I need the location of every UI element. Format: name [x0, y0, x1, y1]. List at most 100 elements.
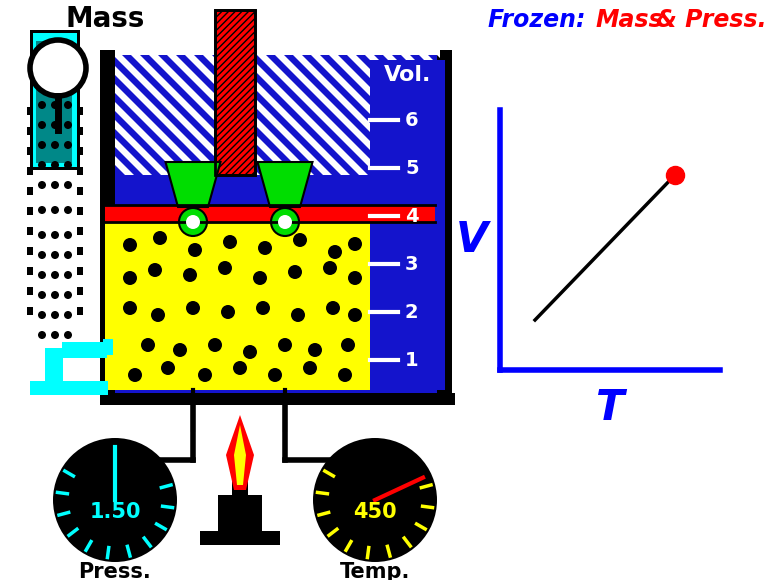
Bar	[27, 107, 33, 115]
Bar	[27, 307, 33, 315]
Text: Press.: Press.	[78, 562, 151, 580]
Polygon shape	[122, 10, 296, 175]
Text: 1: 1	[405, 350, 419, 369]
Circle shape	[186, 215, 200, 229]
Bar	[440, 50, 452, 400]
Polygon shape	[500, 10, 674, 175]
Text: T: T	[596, 387, 624, 429]
Circle shape	[278, 338, 292, 352]
Bar	[215, 10, 255, 175]
Circle shape	[38, 141, 46, 149]
Polygon shape	[536, 10, 710, 175]
Circle shape	[51, 271, 59, 279]
Circle shape	[128, 368, 142, 382]
Polygon shape	[0, 10, 170, 175]
Circle shape	[30, 40, 86, 96]
Bar	[77, 227, 83, 235]
Bar	[77, 127, 83, 135]
Circle shape	[326, 301, 340, 315]
Circle shape	[348, 271, 362, 285]
Circle shape	[223, 235, 237, 249]
Polygon shape	[50, 10, 224, 175]
Bar	[77, 207, 83, 215]
Text: V: V	[456, 219, 488, 261]
Circle shape	[161, 361, 175, 375]
Polygon shape	[410, 10, 584, 175]
Circle shape	[341, 338, 355, 352]
Circle shape	[64, 251, 72, 259]
Bar	[105, 55, 440, 400]
Circle shape	[38, 121, 46, 129]
Circle shape	[57, 442, 173, 558]
Circle shape	[64, 121, 72, 129]
Polygon shape	[176, 10, 350, 175]
Polygon shape	[194, 10, 368, 175]
Circle shape	[53, 438, 177, 562]
Circle shape	[64, 291, 72, 299]
Bar	[30, 30, 80, 170]
Circle shape	[64, 231, 72, 239]
Circle shape	[221, 305, 235, 319]
Polygon shape	[338, 10, 512, 175]
Bar	[77, 287, 83, 295]
Circle shape	[38, 291, 46, 299]
Bar	[77, 167, 83, 175]
Polygon shape	[428, 10, 602, 175]
Text: 2: 2	[405, 303, 419, 321]
Circle shape	[64, 181, 72, 189]
Circle shape	[38, 101, 46, 109]
Circle shape	[271, 208, 299, 236]
Bar	[33, 33, 77, 167]
Text: Mass: Mass	[65, 5, 144, 33]
Circle shape	[173, 343, 187, 357]
Text: & Press.: & Press.	[648, 8, 766, 32]
Circle shape	[51, 311, 59, 319]
Circle shape	[38, 311, 46, 319]
Bar	[77, 247, 83, 255]
Polygon shape	[266, 10, 440, 175]
Circle shape	[141, 338, 155, 352]
Circle shape	[317, 442, 433, 558]
Text: Frozen:: Frozen:	[488, 8, 594, 32]
Bar	[27, 167, 33, 175]
Polygon shape	[0, 10, 152, 175]
Circle shape	[64, 101, 72, 109]
Circle shape	[288, 265, 302, 279]
Circle shape	[51, 121, 59, 129]
Bar	[27, 227, 33, 235]
Circle shape	[348, 237, 362, 251]
Circle shape	[208, 338, 222, 352]
Bar	[45, 348, 63, 360]
Polygon shape	[140, 10, 314, 175]
Polygon shape	[392, 10, 566, 175]
Circle shape	[256, 301, 270, 315]
Bar	[77, 187, 83, 195]
Text: 6: 6	[405, 111, 419, 129]
Polygon shape	[284, 10, 458, 175]
Circle shape	[64, 141, 72, 149]
Circle shape	[51, 331, 59, 339]
Polygon shape	[14, 10, 188, 175]
Circle shape	[313, 438, 437, 562]
Polygon shape	[230, 10, 404, 175]
Bar	[100, 393, 455, 405]
Text: Vol.: Vol.	[384, 65, 432, 85]
Polygon shape	[212, 10, 386, 175]
Circle shape	[268, 368, 282, 382]
Circle shape	[218, 261, 232, 275]
Polygon shape	[165, 162, 220, 207]
Circle shape	[328, 245, 342, 259]
Circle shape	[51, 251, 59, 259]
Circle shape	[123, 301, 137, 315]
Circle shape	[303, 361, 317, 375]
Bar	[62, 342, 107, 358]
Polygon shape	[302, 10, 476, 175]
Polygon shape	[257, 162, 313, 207]
Text: 5: 5	[405, 158, 419, 177]
Bar	[100, 50, 115, 400]
Circle shape	[308, 343, 322, 357]
Polygon shape	[0, 10, 134, 175]
Polygon shape	[248, 10, 422, 175]
Polygon shape	[554, 10, 728, 175]
Circle shape	[123, 238, 137, 252]
